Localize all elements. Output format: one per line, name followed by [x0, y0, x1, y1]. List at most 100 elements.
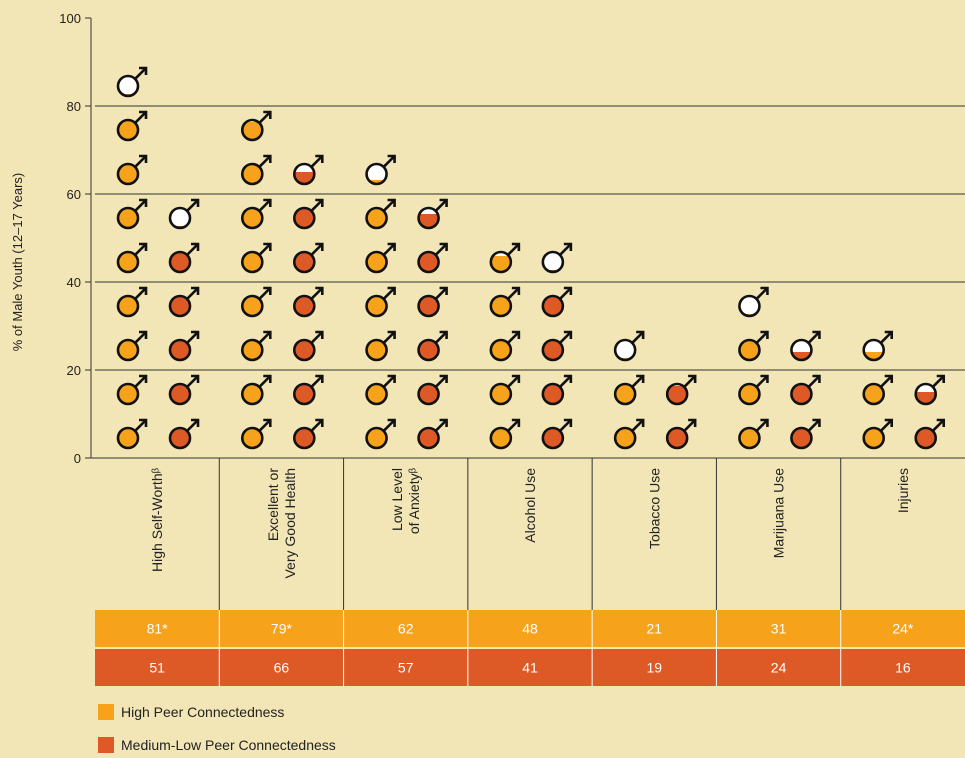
male-symbol-icon [489, 286, 521, 318]
value-label: 81* [147, 621, 169, 637]
legend-swatch [98, 704, 114, 720]
male-symbol-icon [292, 198, 324, 230]
male-symbol-icon [365, 330, 396, 362]
male-symbol-icon [417, 198, 448, 230]
y-tick-label: 40 [67, 275, 81, 290]
male-symbol-icon [489, 418, 521, 450]
male-symbol-icon [116, 198, 148, 230]
male-symbol-icon [862, 374, 894, 406]
value-row-background [95, 649, 965, 686]
legend: High Peer Connectedness Medium-Low Peer C… [98, 704, 336, 753]
male-symbol-icon [417, 242, 448, 274]
male-symbol-icon [489, 242, 521, 274]
y-tick-label: 100 [59, 11, 81, 26]
male-symbol-icon [292, 242, 324, 274]
male-symbol-icon [417, 286, 448, 318]
male-symbol-icon [862, 418, 894, 450]
category-label: of Anxietyᵝ [406, 467, 422, 534]
male-symbol-icon [240, 154, 272, 186]
male-symbol-icon [240, 374, 272, 406]
male-symbol-icon [168, 242, 200, 274]
y-tick-label: 80 [67, 99, 81, 114]
male-symbol-icon [541, 242, 573, 274]
y-tick-label: 0 [74, 451, 81, 466]
value-label: 24 [771, 660, 787, 676]
value-label: 31 [771, 621, 787, 637]
value-label: 62 [398, 621, 414, 637]
male-symbol-icon [914, 418, 946, 450]
male-symbol-icon [168, 418, 200, 450]
value-label: 66 [274, 660, 290, 676]
male-symbol-icon [541, 286, 573, 318]
category-label: High Self-Worthᵝ [149, 467, 165, 572]
male-symbol-icon [240, 198, 272, 230]
male-symbol-icon [116, 242, 148, 274]
male-symbol-icon [738, 286, 769, 318]
male-symbol-icon [738, 374, 769, 406]
value-label: 41 [522, 660, 538, 676]
category-label: Marijuana Use [771, 468, 787, 558]
male-symbol-icon [292, 330, 324, 362]
male-symbol-icon [292, 286, 324, 318]
value-table: 81* 79* 62 48 21 31 24* 51 66 57 41 19 24 16 [95, 610, 965, 686]
legend-label: High Peer Connectedness [121, 704, 284, 720]
male-symbol-icon [168, 330, 200, 362]
male-symbol-icon [790, 374, 821, 406]
male-symbol-icon [168, 198, 200, 230]
category-label: Injuries [895, 468, 911, 513]
male-symbol-icon [365, 242, 396, 274]
male-symbol-icon [541, 374, 573, 406]
male-symbol-icon [365, 418, 396, 450]
male-symbol-icon [417, 374, 448, 406]
male-symbol-icon [292, 374, 324, 406]
y-axis: 0 20 40 60 80 100 [59, 11, 965, 466]
male-symbol-icon [738, 330, 769, 362]
male-symbol-icon [240, 110, 272, 142]
value-label: 24* [892, 621, 914, 637]
male-symbol-icon [116, 286, 148, 318]
male-symbol-icon [417, 418, 448, 450]
male-symbol-icon [365, 154, 396, 186]
value-label: 48 [522, 621, 538, 637]
icon-columns [116, 66, 946, 450]
male-symbol-icon [240, 286, 272, 318]
male-symbol-icon [489, 374, 521, 406]
category-label: Excellent or [265, 468, 281, 541]
value-label: 57 [398, 660, 414, 676]
value-label: 51 [149, 660, 165, 676]
value-label: 79* [271, 621, 293, 637]
male-symbol-icon [613, 418, 645, 450]
male-symbol-icon [168, 374, 200, 406]
value-label: 19 [646, 660, 662, 676]
male-symbol-icon [914, 374, 946, 406]
y-axis-label: % of Male Youth (12–17 Years) [10, 173, 25, 352]
legend-label: Medium-Low Peer Connectedness [121, 737, 336, 753]
male-symbol-icon [790, 418, 821, 450]
male-symbol-icon [613, 374, 645, 406]
male-symbol-icon [613, 330, 645, 362]
male-symbol-icon [116, 374, 148, 406]
legend-swatch [98, 737, 114, 753]
male-symbol-icon [489, 330, 521, 362]
male-symbol-icon [365, 374, 396, 406]
male-symbol-icon [862, 330, 894, 362]
male-symbol-icon [365, 286, 396, 318]
value-label: 21 [646, 621, 662, 637]
male-symbol-icon [116, 154, 148, 186]
male-symbol-icon [365, 198, 396, 230]
value-row-background [95, 610, 965, 647]
male-symbol-icon [168, 286, 200, 318]
male-symbol-icon [240, 418, 272, 450]
male-symbol-icon [738, 418, 769, 450]
male-symbol-icon [116, 330, 148, 362]
male-symbol-icon [417, 330, 448, 362]
category-labels: High Self-Worthᵝ Excellent or Very Good He… [149, 458, 911, 610]
male-symbol-icon [541, 418, 573, 450]
male-symbol-icon [116, 66, 148, 98]
value-label: 16 [895, 660, 911, 676]
male-symbol-icon [240, 242, 272, 274]
male-symbol-icon [116, 418, 148, 450]
male-symbol-icon [240, 330, 272, 362]
grid-lines [95, 105, 965, 371]
